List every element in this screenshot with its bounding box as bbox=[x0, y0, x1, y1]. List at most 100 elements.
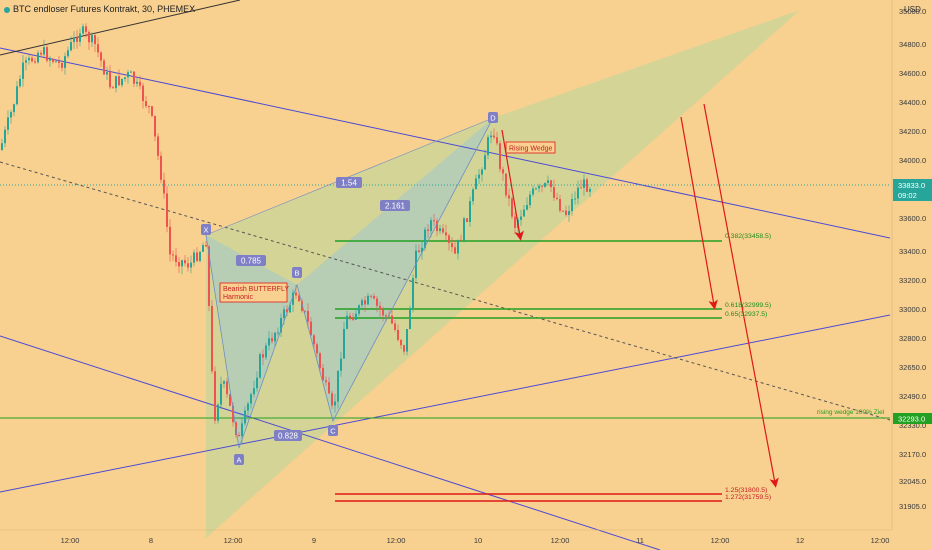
lower-blue-trendline[interactable] bbox=[0, 335, 661, 550]
candle-body bbox=[88, 32, 90, 43]
candle-body bbox=[148, 106, 150, 108]
ratio-xd-label: 1.54 bbox=[336, 177, 362, 188]
candle-body bbox=[328, 382, 330, 394]
candle-body bbox=[562, 210, 564, 212]
candle-body bbox=[136, 81, 138, 84]
candle-body bbox=[175, 255, 177, 263]
candle-body bbox=[274, 332, 276, 342]
candle-body bbox=[427, 229, 429, 232]
candle-body bbox=[466, 218, 468, 222]
candle-body bbox=[295, 292, 297, 296]
candle-body bbox=[463, 218, 465, 241]
candle-body bbox=[292, 292, 294, 305]
candle-body bbox=[526, 205, 528, 210]
candle-body bbox=[472, 189, 474, 202]
butterfly-note[interactable]: Bearish BUTTERFLY Harmonic bbox=[219, 282, 289, 303]
time-tick-label: 11 bbox=[636, 536, 644, 545]
candle-body bbox=[505, 173, 507, 196]
price-tick-label: 34400.0 bbox=[899, 98, 926, 107]
wedge-arrow[interactable] bbox=[501, 129, 524, 241]
candle-body bbox=[133, 71, 135, 84]
rising-blue-trendline[interactable] bbox=[0, 314, 891, 493]
candle-body bbox=[532, 188, 534, 195]
target-arrow-1[interactable] bbox=[680, 116, 718, 310]
candle-body bbox=[568, 211, 570, 215]
candle-body bbox=[523, 209, 525, 217]
candle-body bbox=[283, 309, 285, 318]
candle-body bbox=[10, 112, 12, 118]
candle-body bbox=[406, 328, 408, 352]
candle-body bbox=[331, 393, 333, 406]
candle-body bbox=[55, 61, 57, 63]
candle-body bbox=[250, 394, 252, 404]
candle-body bbox=[208, 246, 210, 306]
candle-body bbox=[247, 403, 249, 411]
price-tick-label: 34000.0 bbox=[899, 156, 926, 165]
rising-wedge-note[interactable]: Rising Wedge bbox=[505, 141, 556, 154]
candle-body bbox=[34, 61, 36, 63]
upper-blue-trendline[interactable] bbox=[0, 47, 891, 239]
candle-body bbox=[193, 252, 195, 263]
candle-body bbox=[163, 179, 165, 194]
candle-body bbox=[286, 309, 288, 313]
candle-body bbox=[340, 358, 342, 371]
candle-body bbox=[190, 262, 192, 268]
time-tick-label: 12:00 bbox=[387, 536, 406, 545]
candle-body bbox=[553, 187, 555, 198]
candle-body bbox=[7, 117, 9, 130]
candle-body bbox=[277, 332, 279, 334]
point-d-marker[interactable]: D bbox=[488, 112, 498, 123]
candle-body bbox=[352, 317, 354, 320]
candle-body bbox=[565, 210, 567, 215]
time-axis[interactable]: 12:00 8 12:00 9 12:00 10 12:00 11 12:00 12 12:00 bbox=[0, 529, 892, 545]
candle-body bbox=[103, 60, 105, 75]
xd-leg bbox=[205, 117, 494, 236]
candle-body bbox=[460, 239, 462, 241]
candle-body bbox=[382, 309, 384, 316]
candle-body bbox=[130, 71, 132, 73]
candle-body bbox=[394, 323, 396, 330]
candle-body bbox=[70, 42, 72, 51]
candle-body bbox=[544, 182, 546, 187]
candlestick-series bbox=[1, 23, 591, 443]
price-tick-label: 33600.0 bbox=[899, 214, 926, 223]
wedge-target-note: rising wedge 100% Ziel bbox=[817, 409, 885, 416]
time-tick-label: 12 bbox=[796, 536, 804, 545]
point-a-marker[interactable]: A bbox=[234, 454, 244, 465]
top-black-trendline[interactable] bbox=[0, 0, 241, 56]
candle-body bbox=[184, 260, 186, 264]
candle-body bbox=[448, 235, 450, 244]
candle-body bbox=[16, 86, 18, 105]
symbol-title[interactable]: BTC endloser Futures Kontrakt, 30, PHEME… bbox=[4, 4, 195, 14]
candle-body bbox=[73, 37, 75, 43]
fib-0618-label: 0.618(32999.5) bbox=[725, 302, 771, 309]
candle-body bbox=[181, 260, 183, 267]
candle-body bbox=[82, 26, 84, 34]
candle-body bbox=[529, 194, 531, 206]
dashed-midline[interactable] bbox=[0, 161, 891, 421]
svg-text:X: X bbox=[203, 226, 208, 235]
target-arrow-2[interactable] bbox=[703, 103, 779, 488]
time-tick-label: 12:00 bbox=[61, 536, 80, 545]
point-x-marker[interactable]: X bbox=[201, 224, 211, 235]
time-tick-label: 9 bbox=[312, 536, 316, 545]
point-c-marker[interactable]: C bbox=[328, 425, 338, 436]
candle-body bbox=[511, 198, 513, 217]
candle-body bbox=[445, 232, 447, 236]
candle-body bbox=[484, 155, 486, 170]
candle-body bbox=[172, 254, 174, 256]
fib-065-label: 0.65(32937.5) bbox=[725, 311, 767, 318]
svg-text:09:02: 09:02 bbox=[898, 191, 917, 200]
point-b-marker[interactable]: B bbox=[292, 267, 302, 278]
candle-body bbox=[556, 197, 558, 200]
candle-body bbox=[169, 226, 171, 255]
price-axis[interactable]: 35000.0 34800.0 34600.0 34400.0 34200.0 34000… bbox=[891, 0, 932, 530]
candle-body bbox=[40, 52, 42, 55]
candle-body bbox=[187, 263, 189, 268]
price-tick-label: 32170.0 bbox=[899, 450, 926, 459]
candle-body bbox=[322, 367, 324, 381]
candle-body bbox=[475, 178, 477, 190]
candle-body bbox=[583, 179, 585, 188]
